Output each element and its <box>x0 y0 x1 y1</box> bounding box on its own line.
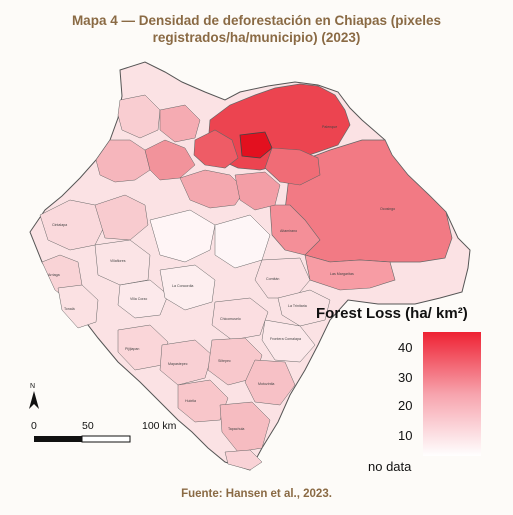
region-tila <box>264 147 321 186</box>
muni-label: Comitán <box>266 277 279 281</box>
region-northwest-3 <box>117 94 161 139</box>
legend-tick-20: 20 <box>398 398 413 413</box>
muni-label: Villaflores <box>110 259 126 263</box>
municipality-labels: Palenque Ocosingo Altamirano Las Margari… <box>48 125 395 431</box>
muni-label: La Trinitaria <box>288 304 307 308</box>
region-northwest-4 <box>159 104 201 143</box>
region-frontera-comalapa <box>261 319 316 363</box>
muni-label: Pijijiapan <box>125 347 139 351</box>
region-central-valley <box>149 209 216 263</box>
source-caption: Fuente: Hansen et al., 2023. <box>181 488 332 500</box>
region-villaflores <box>94 239 151 286</box>
region-mapastepec <box>159 339 213 386</box>
muni-label: Tapachula <box>228 427 244 431</box>
scale-label-0: 0 <box>31 420 37 432</box>
region-la-concordia <box>159 264 216 311</box>
muni-label: Motozintla <box>258 382 274 386</box>
muni-label: Altamirano <box>280 229 297 233</box>
legend-tick-40: 40 <box>398 340 413 355</box>
muni-label: Huixtla <box>185 399 196 403</box>
region-villa-corzo <box>117 279 169 319</box>
map-title-line-2: registrados/ha/municipio) (2023) <box>152 30 361 45</box>
region-jiquipilas <box>94 194 149 241</box>
muni-label: Frontera Comalapa <box>270 337 301 341</box>
region-motozintla <box>244 359 296 406</box>
scale-bar <box>34 435 131 443</box>
scale-bar-segment-white <box>81 435 131 443</box>
muni-label: Arriaga <box>48 273 60 277</box>
region-suchiate <box>224 449 263 471</box>
muni-label: Palenque <box>322 125 337 129</box>
region-tonala <box>57 284 99 329</box>
legend-title: Forest Loss (ha/ km²) <box>316 305 468 322</box>
region-cintalapa <box>39 199 106 251</box>
north-arrow-icon: N <box>29 383 39 409</box>
region-las-margaritas <box>304 254 396 291</box>
region-chicomuselo <box>211 297 269 341</box>
muni-label: Ocosingo <box>380 207 395 211</box>
muni-label: Tonalá <box>64 307 75 311</box>
region-tapachula <box>219 401 271 453</box>
muni-label: Mapastepec <box>168 362 188 366</box>
muni-label: Cintalapa <box>52 223 67 227</box>
scale-label-50: 50 <box>82 420 94 432</box>
region-la-trinitaria <box>277 289 331 327</box>
legend-tick-10: 10 <box>398 428 413 443</box>
region-salto-de-agua <box>193 129 239 169</box>
region-hotspot <box>239 131 273 159</box>
muni-label: La Concordia <box>172 284 193 288</box>
legend-tick-30: 30 <box>398 370 413 385</box>
muni-label: Chicomuselo <box>220 317 241 321</box>
map-title: Mapa 4 — Densidad de deforestación en Ch… <box>0 12 513 46</box>
legend-color-ramp <box>423 332 481 456</box>
region-central-2 <box>234 171 281 211</box>
map-title-line-1: Mapa 4 — Densidad de deforestación en Ch… <box>71 13 442 28</box>
scale-bar-segment-black-2 <box>34 436 82 442</box>
muni-label: Villa Corzo <box>130 297 147 301</box>
svg-text:N: N <box>30 383 35 390</box>
region-huixtla <box>177 379 229 423</box>
muni-label: Siltepec <box>218 359 231 363</box>
region-northwest-2 <box>144 139 196 181</box>
muni-label: Las Margaritas <box>330 272 354 276</box>
scale-label-100: 100 km <box>142 420 177 432</box>
legend-no-data: no data <box>368 459 412 474</box>
north-arrow: N <box>26 381 42 416</box>
region-altamirano <box>269 204 321 256</box>
